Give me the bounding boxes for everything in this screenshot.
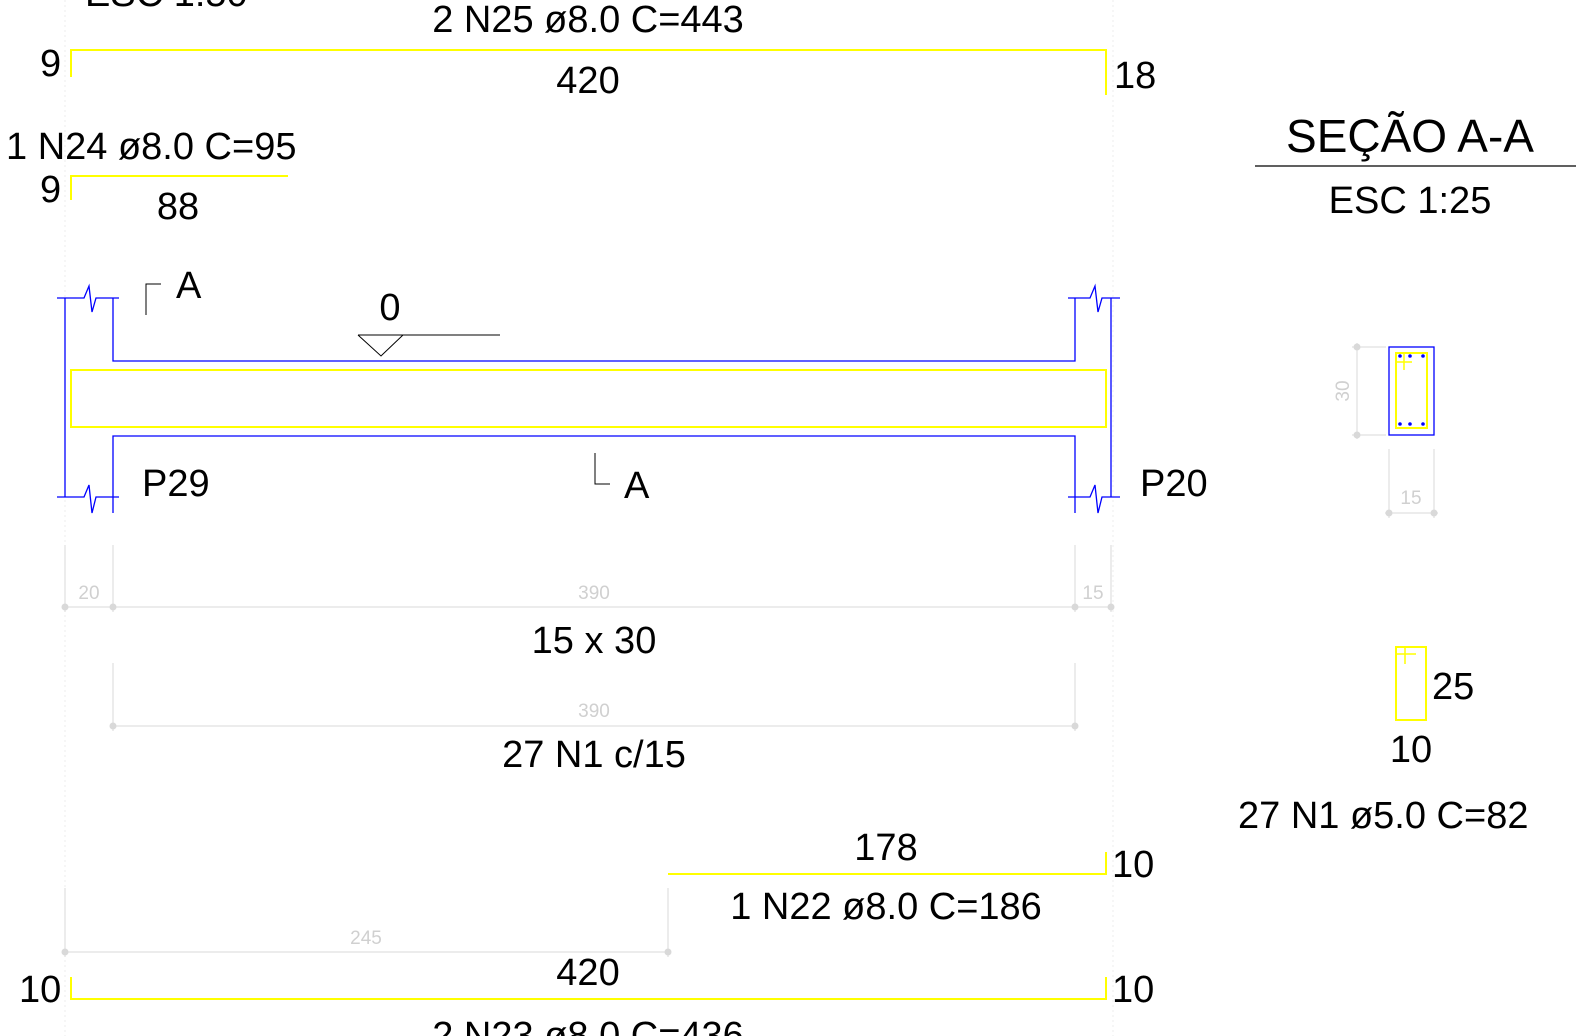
section-mark-bottom: A	[624, 465, 650, 507]
section-height-dimension	[1352, 343, 1386, 439]
stirrup-dimension	[109, 663, 1079, 731]
n23-bar-label-partial: 2 N23 ø8.0 C=436	[432, 1015, 744, 1036]
pillar-right-label: P20	[1140, 463, 1208, 505]
n24-bar-label: 1 N24 ø8.0 C=95	[6, 126, 296, 168]
section-width-dim-value: 15	[1400, 488, 1421, 509]
n23-length: 420	[556, 952, 619, 994]
dim-left-support: 20	[78, 583, 99, 604]
n24-rebar	[70, 175, 288, 200]
pillar-left-label: P29	[142, 463, 210, 505]
beam-rebar	[70, 369, 1107, 428]
section-scale: ESC 1:25	[1329, 180, 1492, 222]
section-formwork	[1388, 346, 1435, 436]
stirrup-detail-width: 10	[1390, 729, 1432, 771]
section-rebar-dots	[1398, 354, 1425, 426]
n25-hook-left: 9	[40, 43, 61, 85]
n22-offset-dim-value: 245	[350, 928, 382, 949]
n23-hook-right: 10	[1112, 969, 1154, 1011]
section-height-dim-value: 30	[1333, 380, 1354, 401]
n22-hook: 10	[1112, 844, 1154, 886]
level-mark: 0	[379, 287, 400, 329]
dim-span: 390	[578, 583, 610, 604]
beam-section-size: 15 x 30	[532, 620, 657, 662]
n22-length: 178	[854, 827, 917, 869]
section-mark-top: A	[176, 265, 202, 307]
section-width-dimension	[1385, 449, 1438, 518]
span-dimension	[61, 545, 1115, 612]
n22-rebar	[668, 852, 1107, 875]
stirrup-detail	[1395, 646, 1427, 721]
n25-bar-label: 2 N25 ø8.0 C=443	[432, 0, 744, 41]
section-stirrup	[1395, 352, 1428, 429]
stirrup-detail-hook	[1397, 648, 1416, 664]
n22-offset-dimension	[61, 888, 672, 957]
level-triangle	[357, 334, 405, 357]
section-cut-mark-top	[145, 283, 161, 315]
n23-rebar	[70, 977, 1107, 1000]
n25-rebar	[70, 49, 1107, 95]
n25-hook-right: 18	[1114, 55, 1156, 97]
stirrup-dim-value: 390	[578, 701, 610, 722]
section-cut-mark-bottom	[594, 453, 610, 485]
n25-length: 420	[556, 60, 619, 102]
beam-formwork	[57, 283, 1120, 514]
stirrup-detail-height: 25	[1432, 666, 1474, 708]
stirrup-distribution-label: 27 N1 c/15	[502, 734, 686, 776]
n23-hook-left: 10	[19, 969, 61, 1011]
n22-bar-label: 1 N22 ø8.0 C=186	[730, 886, 1042, 928]
stirrup-detail-label: 27 N1 ø5.0 C=82	[1238, 795, 1528, 837]
section-title: SEÇÃO A-A	[1286, 110, 1534, 162]
dim-right-support: 15	[1082, 583, 1103, 604]
n24-length: 88	[157, 186, 199, 228]
section-stirrup-hook	[1397, 354, 1412, 370]
n24-hook-left: 9	[40, 169, 61, 211]
drawing-scale-partial: ESC 1:50	[85, 0, 248, 15]
